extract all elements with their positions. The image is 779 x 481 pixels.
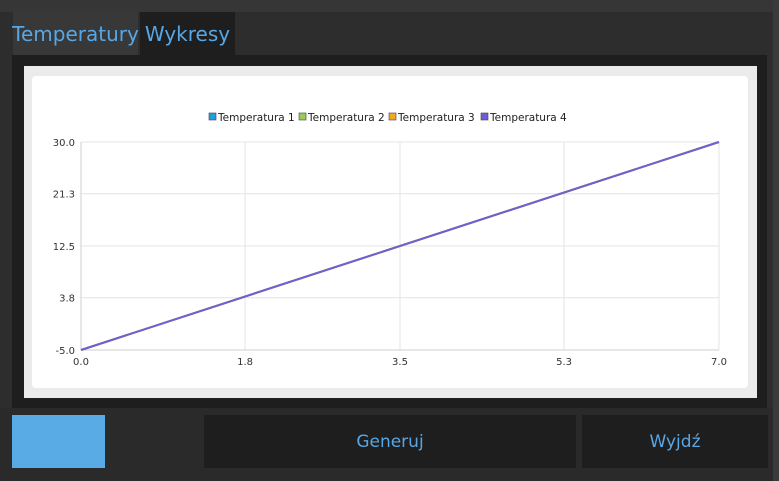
y-tick-label: 3.8 — [59, 294, 75, 305]
tab-temperatury[interactable]: Temperatury — [12, 12, 139, 55]
chart-legend: Temperatura 1 Temperatura 2 Temperatura 3 T… — [208, 112, 567, 124]
chart-axes — [80, 142, 719, 351]
x-tick-label: 1.8 — [237, 357, 253, 368]
legend-label-3: Temperatura 3 — [397, 112, 475, 124]
window-edge — [773, 0, 779, 481]
x-tick-label: 5.3 — [556, 357, 572, 368]
y-tick-label: 12.5 — [53, 242, 75, 253]
chart-area — [32, 76, 748, 388]
y-tick-label: 30.0 — [53, 138, 75, 149]
x-tick-label: 0.0 — [73, 357, 89, 368]
legend-label-2: Temperatura 2 — [307, 112, 385, 124]
x-tick-label: 7.0 — [711, 357, 727, 368]
y-tick-label: 21.3 — [53, 190, 75, 201]
legend-marker-3 — [388, 112, 397, 121]
legend-marker-2 — [298, 112, 307, 121]
legend-label-4: Temperatura 4 — [489, 112, 567, 124]
legend-marker-1 — [208, 112, 217, 121]
legend-marker-4 — [480, 112, 489, 121]
generate-button[interactable]: Generuj — [204, 415, 576, 468]
primary-button[interactable] — [12, 415, 105, 468]
chart-ticks: 0.0 1.8 3.5 5.3 7.0 30.0 21.3 12.5 3.8 -5.0 — [53, 138, 727, 368]
tab-wykresy[interactable]: Wykresy — [140, 12, 235, 55]
x-tick-label: 3.5 — [392, 357, 408, 368]
chart-grid — [81, 141, 720, 350]
legend-label-1: Temperatura 1 — [217, 112, 295, 124]
y-tick-label: -5.0 — [55, 346, 75, 357]
series-line-4 — [80, 141, 720, 351]
exit-button[interactable]: Wyjdź — [582, 415, 768, 468]
top-strip — [0, 0, 779, 12]
chart-series — [80, 141, 720, 351]
